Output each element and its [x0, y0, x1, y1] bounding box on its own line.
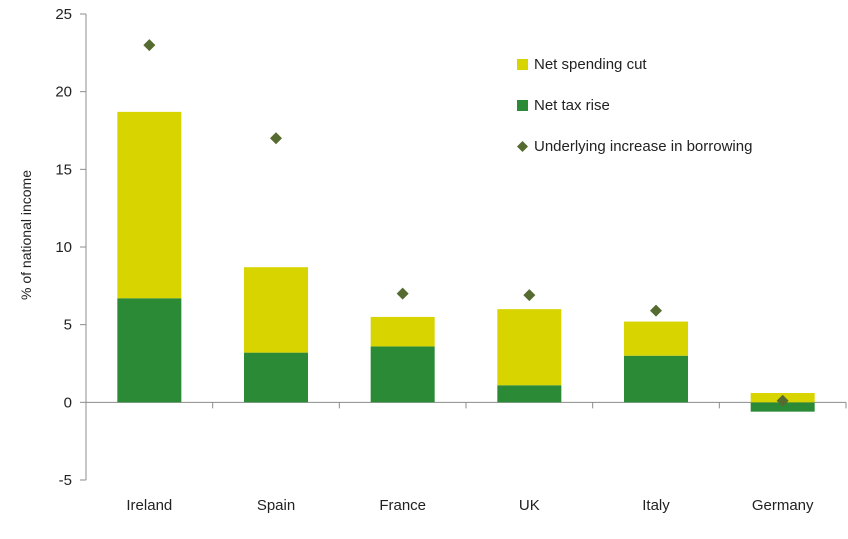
- legend-swatch: [517, 59, 528, 70]
- y-tick-labels: -5 0 5 10 15 20 25: [55, 6, 72, 489]
- y-tick-label: 5: [64, 317, 72, 334]
- bar-segment: [244, 267, 308, 353]
- bar-segment: [370, 346, 435, 403]
- legend: Net spending cut Net tax rise Underlying i…: [517, 56, 752, 155]
- axes: [80, 13, 847, 481]
- bar-segment: [497, 309, 562, 386]
- legend-label: Net tax rise: [534, 97, 610, 114]
- x-tick-label: Spain: [257, 497, 295, 514]
- y-axis-title: % of national income: [18, 170, 34, 300]
- legend-label: Net spending cut: [534, 56, 647, 73]
- y-tick-label: 15: [55, 161, 72, 178]
- marker-point: [523, 289, 536, 302]
- bar-segment: [370, 316, 435, 347]
- bar-segment: [624, 355, 688, 403]
- bar-segment: [750, 402, 815, 412]
- marker-point: [143, 39, 156, 52]
- y-tick-label: 10: [55, 239, 72, 256]
- x-tick-labels: Ireland Spain France UK Italy Germany: [126, 497, 814, 514]
- marker-point: [776, 394, 789, 407]
- marker-point: [650, 304, 662, 317]
- x-tick-label: UK: [519, 497, 540, 514]
- marker-point: [270, 132, 282, 145]
- y-tick-label: 25: [55, 6, 72, 23]
- y-tick-label: -5: [59, 472, 72, 489]
- x-tick-label: Ireland: [126, 497, 172, 514]
- x-tick-label: Germany: [752, 497, 814, 514]
- bar-segment: [117, 111, 182, 299]
- legend-swatch: [517, 100, 528, 111]
- bar-segment: [117, 298, 182, 403]
- bar-segment: [244, 352, 308, 403]
- x-tick-label: France: [379, 497, 426, 514]
- bars: [117, 111, 815, 412]
- legend-label: Underlying increase in borrowing: [534, 138, 752, 155]
- marker-point: [396, 287, 409, 300]
- y-tick-label: 0: [64, 394, 72, 411]
- markers: [143, 39, 789, 407]
- x-tick-label: Italy: [642, 497, 670, 514]
- bar-segment: [497, 385, 562, 403]
- bar-segment: [624, 321, 688, 356]
- y-tick-label: 20: [55, 84, 72, 101]
- legend-marker: [517, 141, 528, 152]
